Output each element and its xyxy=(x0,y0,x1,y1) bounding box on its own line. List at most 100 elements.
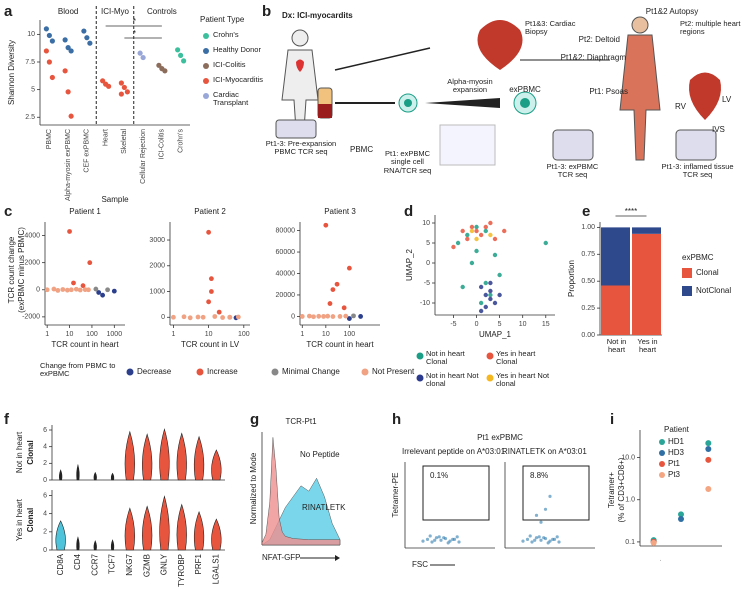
point xyxy=(62,37,68,43)
x-axis-label: TCR count in heart xyxy=(51,340,119,349)
x-tick-label: 10 xyxy=(66,331,74,338)
panel-label: b xyxy=(262,3,271,20)
x-tick-label: Not in heart xyxy=(606,338,627,355)
point xyxy=(705,440,712,447)
x-tick-label: 15 xyxy=(542,321,550,328)
y-group-label: Not in heart xyxy=(15,431,24,473)
violin xyxy=(124,430,135,481)
bar xyxy=(632,233,661,335)
point xyxy=(705,485,712,492)
point xyxy=(212,314,218,319)
x-tick-label: CD8A xyxy=(56,553,65,575)
y-tick-label: 0 xyxy=(43,547,47,554)
x-axis-label: TCR count in heart xyxy=(306,340,374,349)
y-tick-label: 10 xyxy=(27,31,35,38)
y-axis-label: (exPBMC minus PBMC) xyxy=(17,227,26,313)
x-axis-label: FSC xyxy=(412,560,428,569)
point xyxy=(678,515,684,522)
point xyxy=(321,314,326,319)
point xyxy=(488,280,493,286)
chart-title: Pt1 exPBMC xyxy=(477,433,523,442)
legend-label: Not Present xyxy=(372,367,415,376)
y-tick-label: 0.25 xyxy=(581,305,595,312)
point xyxy=(46,32,52,39)
y-tick-label: 0.1 xyxy=(625,539,635,546)
y-tick-label: 4 xyxy=(43,444,47,451)
point xyxy=(474,228,479,234)
x-tick-label: 0 xyxy=(475,321,479,328)
violin xyxy=(211,518,222,551)
point xyxy=(460,284,465,290)
diagram-label: Dx: ICI-myocardits xyxy=(282,11,353,20)
point xyxy=(478,308,484,314)
legend-label-box: Healthy Donor xyxy=(213,46,261,54)
point xyxy=(465,232,470,238)
x-tick-label: CCR7 xyxy=(90,553,99,575)
point xyxy=(77,287,83,293)
violin xyxy=(211,449,222,481)
violin xyxy=(159,428,170,481)
violin xyxy=(159,495,170,551)
x-axis-label: TCR count in LV xyxy=(181,340,240,349)
point xyxy=(43,48,49,54)
point xyxy=(492,252,498,258)
y-tick-label: 0 xyxy=(43,477,47,484)
legend-swatch xyxy=(196,368,204,376)
point xyxy=(49,38,55,44)
point xyxy=(478,300,484,306)
point xyxy=(80,283,86,289)
point xyxy=(451,244,456,250)
point xyxy=(327,301,333,306)
legend-swatch xyxy=(682,268,692,278)
panel-label: h xyxy=(392,411,401,428)
y-tick-label: 7.5 xyxy=(25,59,35,66)
event xyxy=(528,534,532,538)
point xyxy=(497,272,502,278)
legend-title: Patient Type xyxy=(200,15,245,24)
y-axis-label: Proportion xyxy=(567,260,576,297)
group-label: ICI-Myo xyxy=(101,7,130,16)
panel-label: d xyxy=(404,203,413,220)
point xyxy=(337,314,343,319)
point xyxy=(65,89,71,95)
event xyxy=(534,536,539,540)
point xyxy=(311,314,316,320)
point xyxy=(111,288,117,294)
event xyxy=(543,507,548,511)
event xyxy=(434,536,439,540)
gate-label: 8.8% xyxy=(530,471,548,480)
diagram-label: Pt1: exPBMC single cell RNA/TCR seq xyxy=(383,150,432,175)
point xyxy=(469,260,475,266)
x-tick-label: 100 xyxy=(238,331,250,338)
panel-label: i xyxy=(610,411,614,428)
event xyxy=(439,538,443,542)
legend-swatch xyxy=(416,374,424,382)
y-axis-label: UMAP_2 xyxy=(405,248,414,281)
legend-label: Yes in heart Clonal xyxy=(496,350,536,367)
legend-label: NotClonal xyxy=(696,286,731,295)
point xyxy=(325,313,331,319)
x-tick-label: 1 xyxy=(45,331,49,338)
legend-title-box: Change from PBMC to exPBMC xyxy=(40,362,115,378)
point xyxy=(488,292,493,298)
point xyxy=(488,220,493,226)
y-tick-label: 60000 xyxy=(276,249,296,256)
point xyxy=(68,48,74,54)
legend-swatch xyxy=(659,461,665,467)
legend-label: Cardiac Transplant xyxy=(213,91,249,108)
legend-label: Pt1 xyxy=(668,459,681,468)
y-axis-label: Clonal xyxy=(26,440,35,464)
legend-label: ICI-Myocarditis xyxy=(213,76,264,84)
group-label: Blood xyxy=(58,7,78,16)
point xyxy=(124,89,130,95)
point xyxy=(86,287,91,293)
diagram-label-box: Pt1&3: Cardiac Biopsy xyxy=(525,20,575,36)
gate xyxy=(422,465,490,521)
violin xyxy=(59,469,63,481)
legend-label-box: Crohn's xyxy=(213,31,239,39)
legend-label-box: Cardiac Transplant xyxy=(213,91,249,108)
point xyxy=(469,228,475,234)
event xyxy=(542,536,546,540)
legend-label: HD1 xyxy=(668,437,685,446)
